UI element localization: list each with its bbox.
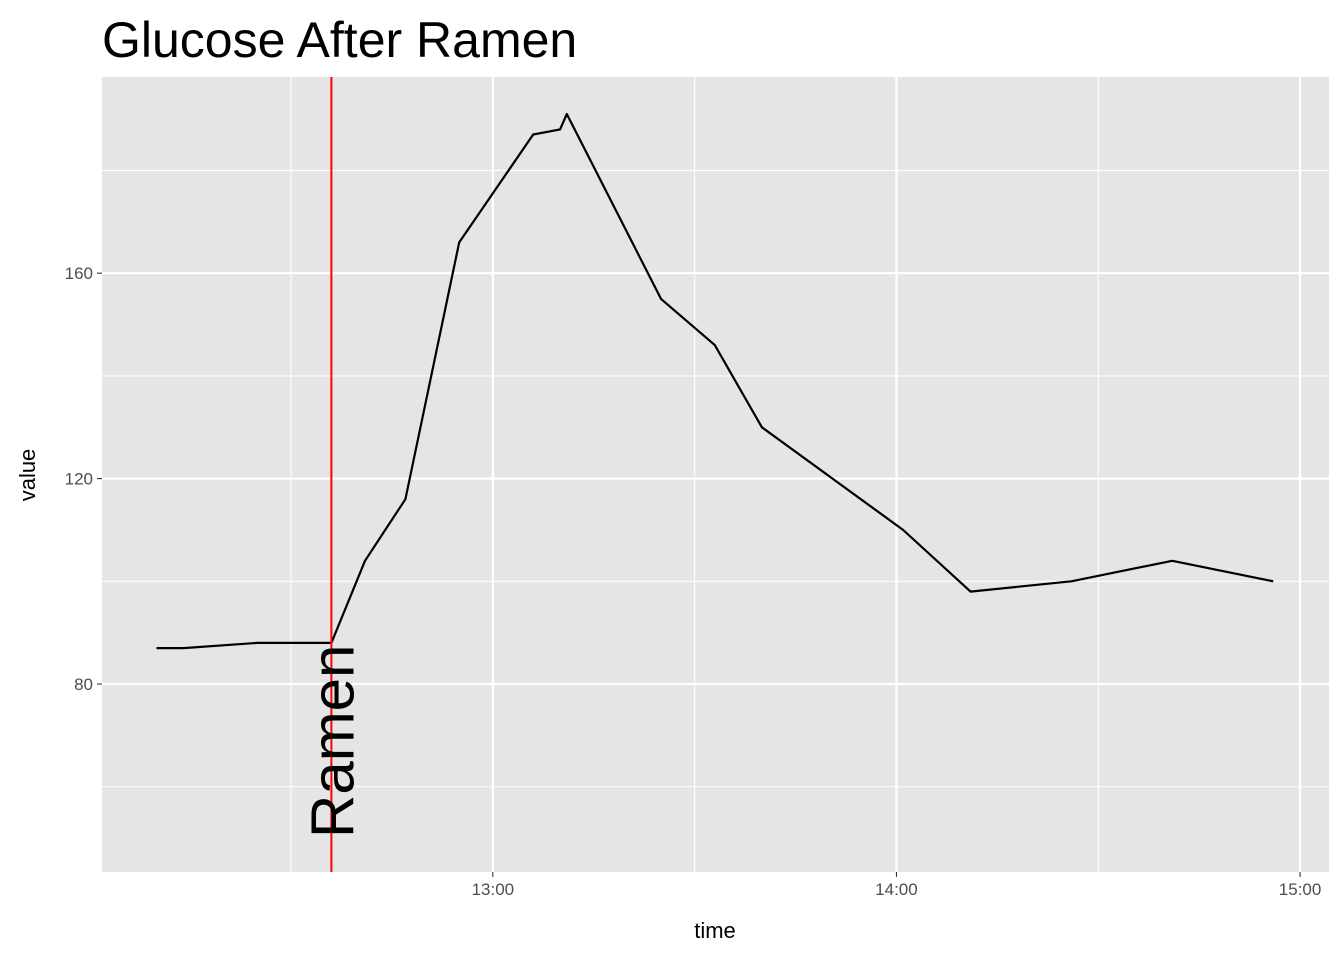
x-tick-label: 15:00 xyxy=(1279,880,1322,899)
plot-panel xyxy=(102,77,1329,872)
x-axis-title: time xyxy=(694,918,736,943)
y-tick-label: 160 xyxy=(65,264,93,283)
y-tick-label: 120 xyxy=(65,470,93,489)
x-tick-label: 14:00 xyxy=(875,880,918,899)
x-axis: 13:00 14:00 15:00 xyxy=(472,872,1322,899)
series-line xyxy=(156,112,1274,650)
x-tick-label: 13:00 xyxy=(472,880,515,899)
y-axis-title: value xyxy=(15,449,40,502)
ramen-label: Ramen xyxy=(299,645,366,838)
chart-title: Glucose After Ramen xyxy=(102,12,577,68)
y-tick-label: 80 xyxy=(74,675,93,694)
gridlines xyxy=(102,77,1329,872)
y-axis: 80 120 160 xyxy=(65,264,102,694)
